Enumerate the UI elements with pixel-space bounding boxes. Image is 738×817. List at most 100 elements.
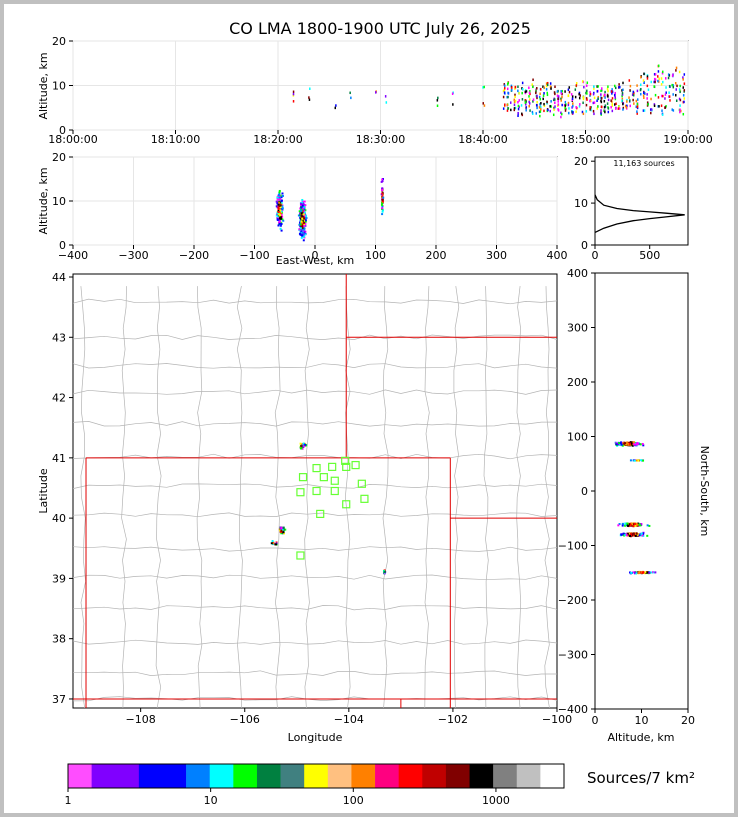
p2-ytick-1: 10 [52, 195, 66, 208]
p2-source-0-89 [281, 194, 284, 197]
p2-xtick-8: 400 [547, 249, 568, 262]
p2-source-1-294 [300, 212, 303, 215]
p1-source-16-3 [528, 102, 531, 105]
county-line-v-4 [236, 286, 243, 709]
p1-source-57-0 [675, 69, 677, 72]
p1-source-42-1 [621, 89, 623, 92]
county-line-v-8 [382, 286, 389, 709]
p1-source-0-3 [292, 100, 295, 103]
p1-source-10-11 [506, 103, 509, 107]
p2-source-1-310 [303, 211, 306, 214]
p2-source-1-227 [301, 201, 304, 204]
p2-source-1-244 [299, 221, 302, 224]
p1-source-38-3 [607, 98, 610, 102]
p1-source-35-10 [596, 90, 599, 93]
p1-source-28-0 [572, 102, 574, 105]
p1-source-39-0 [611, 104, 613, 107]
p1-source-0-0 [292, 90, 295, 94]
p2-source-2-29 [381, 213, 384, 216]
p2-source-1-135 [300, 236, 303, 239]
p1-source-25-7 [561, 112, 563, 116]
p4-source-2-13 [274, 543, 277, 546]
colorbar-cell-10 [304, 764, 329, 788]
p5-source-2-108 [620, 533, 623, 536]
p1-source-42-9 [621, 93, 624, 96]
p1-source-1-2 [308, 96, 310, 99]
p2-source-1-212 [302, 205, 305, 208]
p1-source-53-9 [661, 113, 664, 116]
p1-source-25-10 [560, 89, 562, 93]
p1-source-19-3 [538, 95, 541, 99]
p4-ytick-1: 38 [52, 633, 66, 646]
p1-source-56-6 [672, 85, 675, 89]
p2-source-0-164 [277, 211, 280, 214]
p5-source-2-113 [625, 534, 628, 537]
p1-source-19-11 [539, 110, 542, 113]
p5-source-2-29 [646, 534, 649, 537]
county-line-v-9 [424, 286, 430, 709]
p1-source-16-1 [528, 98, 531, 101]
p1-source-32-6 [585, 103, 588, 107]
p2-source-1-311 [303, 217, 306, 220]
p2-source-1-194 [303, 227, 306, 230]
county-line-h-10 [72, 389, 558, 395]
p1-source-37-8 [603, 94, 605, 98]
p1-ytick-1: 10 [52, 80, 66, 93]
p1-source-49-9 [646, 77, 649, 80]
p1-source-40-2 [615, 102, 617, 106]
p2-source-0-170 [276, 202, 279, 205]
p5-source-2-117 [631, 533, 634, 536]
county-line-h-6 [72, 512, 558, 518]
p1-source-10-9 [506, 87, 509, 91]
p1-source-29-6 [574, 95, 577, 99]
p4-source-0-37 [299, 442, 302, 445]
p2-source-2-23 [381, 205, 384, 208]
p1-source-12-10 [514, 99, 517, 103]
colorbar-cell-20 [540, 764, 565, 788]
p1-source-8-0 [482, 86, 484, 89]
p1-source-51-5 [653, 85, 655, 88]
p4-ytick-3: 40 [52, 512, 66, 525]
p1-source-44-6 [629, 99, 631, 102]
p1-source-9-5 [503, 83, 506, 86]
p1-source-39-10 [610, 105, 612, 109]
p1-source-14-6 [521, 113, 524, 117]
p5-source-0-157 [639, 443, 642, 446]
station-marker-1 [328, 462, 337, 471]
p1-source-17-0 [532, 100, 534, 103]
p1-source-19-1 [538, 110, 541, 114]
p5-source-2-12 [623, 534, 626, 537]
p1-source-41-6 [618, 83, 620, 86]
p2-source-1-308 [300, 216, 303, 219]
p1-source-44-7 [629, 84, 632, 88]
p1-source-38-0 [606, 102, 609, 105]
county-line-h-1 [72, 670, 557, 676]
p1-source-20-5 [543, 102, 545, 106]
county-line-v-13 [544, 286, 550, 709]
p1-source-40-10 [613, 93, 616, 97]
p5-source-4-11 [632, 459, 635, 462]
p1-source-28-5 [571, 95, 574, 98]
p1-source-51-10 [654, 80, 656, 84]
p2-source-2-37 [381, 198, 384, 201]
p4-source-0-36 [300, 446, 303, 449]
p2-source-1-304 [300, 210, 303, 213]
p1-source-38-6 [607, 89, 609, 93]
p1-source-52-4 [657, 70, 660, 73]
p1-source-40-9 [614, 97, 617, 101]
p1-source-44-3 [628, 96, 630, 99]
p2-source-1-216 [298, 210, 301, 213]
station-marker-0 [312, 463, 321, 473]
p2-source-2-28 [381, 189, 384, 192]
p2-source-0-139 [280, 210, 283, 213]
p1-source-36-4 [600, 112, 602, 115]
p5-source-4-4 [640, 459, 643, 462]
p5-source-1-58 [631, 524, 634, 527]
colorbar-cell-9 [280, 764, 305, 788]
p1-source-9-2 [502, 95, 505, 99]
p5-source-0-142 [642, 444, 645, 447]
p4-source-1-33 [281, 528, 284, 531]
p1-source-14-7 [522, 88, 524, 91]
p2-source-1-112 [298, 228, 301, 231]
p2-source-1-256 [301, 210, 304, 213]
